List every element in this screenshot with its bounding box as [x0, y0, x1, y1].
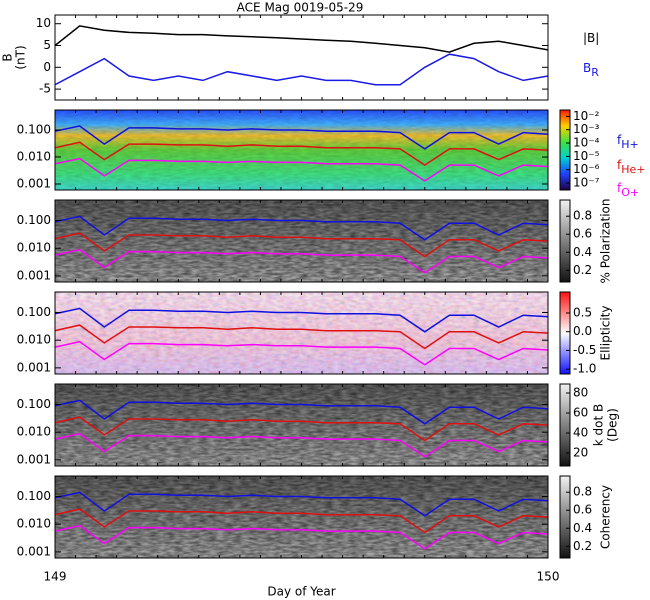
colorbar	[559, 199, 571, 283]
series-line	[55, 307, 548, 333]
colorbar-label: % Polarization	[599, 199, 613, 284]
spectrogram-texture	[55, 292, 548, 374]
y-tick-label: 0.001	[17, 268, 51, 282]
y-tick-label: 0.001	[17, 360, 51, 374]
colorbar-tick-label: 0.2	[573, 539, 592, 553]
legend-entry: BR	[583, 61, 599, 80]
series-line	[55, 432, 548, 458]
y-tick-label: 0.100	[17, 305, 51, 319]
colorbar-tick-label: 0.8	[573, 209, 592, 223]
chart-title: ACE Mag 0019-05-29	[237, 1, 364, 15]
colorbar-tick-label: 80	[573, 386, 588, 400]
series-line	[55, 491, 548, 517]
colorbar-tick-label: 0.5	[573, 305, 592, 319]
legend-name: B	[583, 61, 591, 75]
spectrogram-texture	[55, 384, 548, 466]
x-axis-label: Day of Year	[267, 585, 335, 599]
colorbar-tick-label: 0.4	[573, 521, 592, 535]
colorbar-tick-label: -0.5	[573, 343, 596, 357]
plot-frame	[54, 14, 549, 101]
spectrogram-texture	[55, 110, 548, 190]
y-tick-label: 0.001	[17, 544, 51, 558]
y-tick-label: 5	[43, 38, 51, 52]
series-line	[55, 524, 548, 550]
y-tick-label: 0.010	[17, 517, 51, 531]
x-tick-label: 149	[44, 570, 67, 584]
series-line	[55, 324, 548, 350]
y-tick-label: 0.100	[17, 122, 51, 136]
y-tick-label: 0.100	[17, 489, 51, 503]
colorbar	[559, 291, 571, 375]
y-tick-label: 0.100	[17, 397, 51, 411]
y-tick-label: 0.001	[17, 177, 51, 191]
legend-entry: fH+	[617, 133, 639, 152]
legend-subscript: H+	[621, 138, 639, 151]
series-line	[55, 399, 548, 425]
colorbar-tick-label: 0.6	[573, 503, 592, 517]
series-line	[55, 508, 548, 534]
legend-entry: fHe+	[617, 158, 646, 177]
y-tick-label: 0.010	[17, 425, 51, 439]
legend-name: f	[617, 181, 622, 195]
spectrogram-texture	[55, 200, 548, 282]
legend-name: f	[617, 133, 622, 147]
y-tick-label: 0.100	[17, 213, 51, 227]
x-tick-label: 150	[537, 570, 560, 584]
colorbar-tick-label: 0.8	[573, 485, 592, 499]
y-tick-label: 0	[43, 60, 51, 74]
y-tick-label: 0.010	[17, 150, 51, 164]
series-line	[55, 141, 548, 166]
legend-subscript: He+	[621, 163, 645, 176]
colorbar-tick-label: 0.4	[573, 245, 592, 259]
colorbar	[559, 475, 571, 559]
colorbar-tick-label: 0.6	[573, 227, 592, 241]
spectrogram-texture	[55, 476, 548, 558]
colorbar-tick-label: 0.0	[573, 324, 592, 338]
colorbar-tick-label: 0.2	[573, 263, 592, 277]
legend-name: f	[617, 158, 622, 172]
y-tick-label: 0.001	[17, 452, 51, 466]
colorbar-label: Coherency	[599, 485, 613, 549]
colorbar-label: (Deg)	[606, 408, 620, 442]
colorbar-tick-label: 10⁻⁷	[573, 176, 600, 190]
colorbar-tick-label: 10⁻²	[573, 109, 600, 123]
colorbar	[559, 109, 571, 191]
colorbar-tick-label: 10⁻⁵	[573, 149, 600, 163]
colorbar-tick-label: -1.0	[573, 362, 596, 376]
colorbar-tick-label: 20	[573, 446, 588, 460]
series-line	[55, 157, 548, 182]
y-tick-label: 0.010	[17, 241, 51, 255]
series-line	[55, 232, 548, 258]
series-line	[55, 416, 548, 442]
colorbar	[559, 383, 571, 467]
series-line	[55, 25, 548, 53]
series-line	[55, 340, 548, 366]
series-line	[55, 125, 548, 150]
colorbar-label: k dot B	[592, 404, 606, 446]
y-tick-label: -5	[39, 82, 51, 96]
colorbar-tick-label: 60	[573, 406, 588, 420]
colorbar-tick-label: 10⁻⁴	[573, 136, 600, 150]
legend-subscript: O+	[621, 186, 639, 199]
series-line	[55, 53, 548, 86]
y-axis-label: (nT)	[14, 45, 28, 69]
colorbar-tick-label: 10⁻³	[573, 122, 600, 136]
y-axis-label: B	[1, 53, 15, 61]
colorbar-tick-label: 10⁻⁶	[573, 162, 600, 176]
colorbar-label: Ellipticity	[599, 306, 613, 361]
legend-entry: |B|	[583, 31, 599, 45]
legend-entry: fO+	[617, 181, 639, 200]
legend-subscript: R	[591, 66, 599, 79]
y-tick-label: 0.010	[17, 333, 51, 347]
series-line	[55, 215, 548, 241]
legend-name: |B|	[583, 31, 599, 45]
y-tick-label: 10	[36, 16, 51, 30]
series-line	[55, 248, 548, 274]
colorbar-tick-label: 40	[573, 426, 588, 440]
